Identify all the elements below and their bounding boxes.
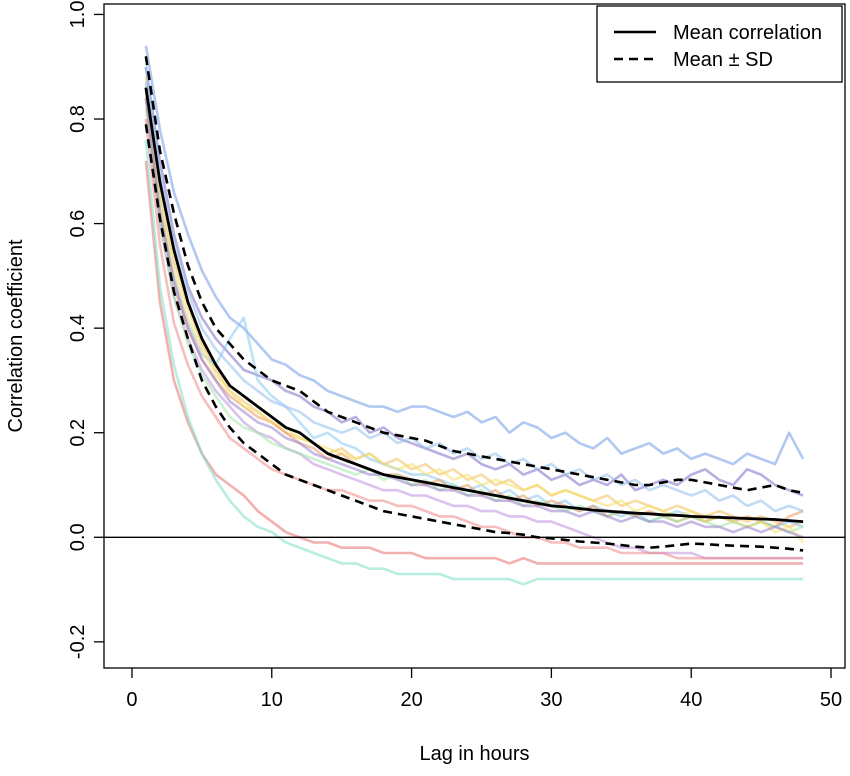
legend: Mean correlation Mean ± SD: [596, 5, 843, 83]
x-tick-label: 0: [126, 689, 137, 711]
x-tick-label: 10: [261, 689, 283, 711]
individual-series-group: [144, 45, 805, 586]
legend-box: [596, 5, 843, 83]
plot-frame: [103, 3, 846, 669]
individual-series-line-1: [144, 66, 804, 497]
y-tick-label: 0.8: [67, 105, 89, 133]
y-axis-label: Correlation coefficient: [5, 239, 27, 433]
individual-series-line-11: [144, 118, 804, 560]
individual-series-line-6: [144, 97, 804, 529]
y-tick-label: 0.6: [67, 210, 89, 238]
individual-series-line-2: [144, 160, 804, 565]
y-tick-label: 0.2: [67, 419, 89, 447]
y-tick-label: 0.0: [67, 523, 89, 551]
sd-upper-line: [144, 56, 804, 495]
individual-series-line-0: [144, 45, 805, 466]
x-tick-label: 30: [540, 689, 562, 711]
individual-series-line-3: [144, 139, 804, 586]
legend-label-sd: Mean ± SD: [673, 49, 773, 71]
individual-series-line-9: [144, 92, 805, 544]
x-tick-label: 50: [820, 689, 842, 711]
mean-correlation-line: [144, 87, 804, 523]
axes-group: 0 10 20 30 40 50 -0.2 0.0 0.2 0.4 0.6 0.8 1.0: [67, 1, 842, 711]
x-axis-label: Lag in hours: [419, 743, 529, 765]
mean-and-sd-group: [144, 56, 804, 552]
legend-label-mean: Mean correlation: [673, 22, 822, 44]
y-tick-label: -0.2: [67, 625, 89, 659]
individual-series-line-12: [144, 66, 804, 513]
x-tick-label: 20: [400, 689, 422, 711]
individual-series-line-10: [144, 97, 804, 539]
x-tick-label: 40: [680, 689, 702, 711]
y-tick-label: 0.4: [67, 314, 89, 342]
sd-lower-line: [144, 124, 804, 552]
y-tick-label: 1.0: [67, 1, 89, 29]
